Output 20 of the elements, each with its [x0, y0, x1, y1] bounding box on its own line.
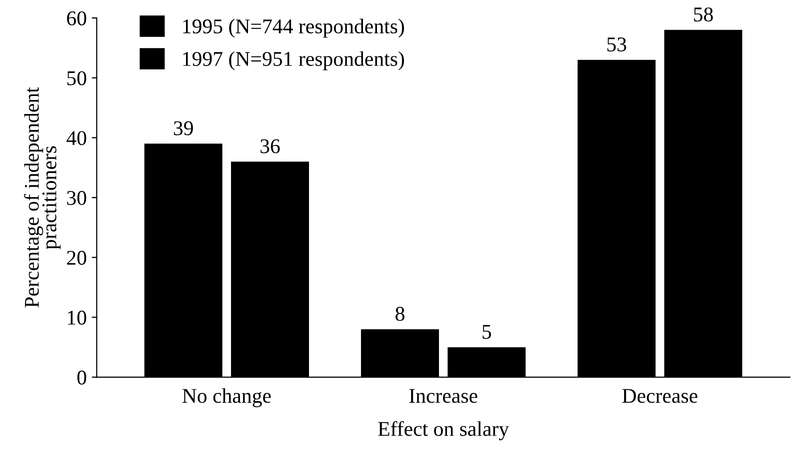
- data-label: 58: [694, 7, 713, 22]
- x-tick-label: No change: [182, 388, 271, 408]
- legend-label: 1997 (N=951 respondents): [183, 51, 404, 70]
- y-tick-label: 50: [67, 71, 86, 86]
- y-tick-label: 60: [67, 11, 86, 26]
- data-label: 53: [607, 37, 626, 52]
- legend-label: 1995 (N=744 respondents): [183, 18, 404, 38]
- x-tick-label: Decrease: [622, 389, 698, 403]
- y-tick-label: 10: [68, 310, 86, 325]
- data-label: 5: [482, 324, 492, 339]
- y-tick-label: 20: [67, 250, 86, 265]
- y-tick-label: 40: [66, 131, 86, 146]
- x-tick-label: Increase: [409, 389, 478, 403]
- y-axis-title: Percentage of independent practitioners: [24, 87, 61, 308]
- y-tick-label: 0: [77, 370, 86, 385]
- y-tick-label: 30: [67, 190, 86, 205]
- x-axis-title: Effect on salary: [378, 421, 509, 440]
- data-label: 36: [260, 139, 280, 154]
- data-label: 39: [174, 121, 193, 136]
- data-label: 8: [396, 306, 404, 321]
